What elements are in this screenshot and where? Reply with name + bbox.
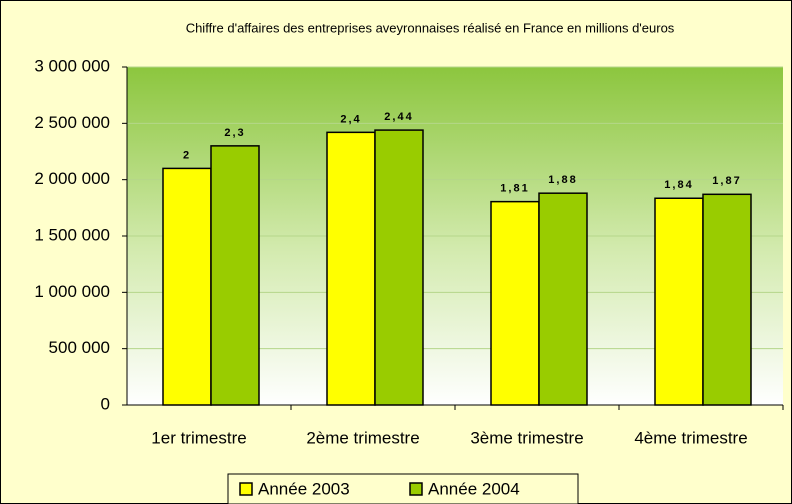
bar <box>654 197 704 406</box>
value-label: 2,4 <box>340 113 361 125</box>
value-label: 1,84 <box>664 179 693 191</box>
bar <box>210 145 260 406</box>
bar <box>326 131 376 406</box>
x-tick-label: 3ème trimestre <box>470 428 583 447</box>
chart-title: Chiffre d'affaires des entreprises aveyr… <box>186 20 675 35</box>
legend-label: Année 2004 <box>428 479 520 498</box>
y-tick-label: 2 500 000 <box>34 113 110 132</box>
bar <box>702 193 752 406</box>
bar <box>162 167 212 406</box>
y-tick-label: 1 000 000 <box>34 282 110 301</box>
bar <box>374 129 424 406</box>
bar <box>490 200 540 406</box>
value-label: 2,3 <box>224 127 245 139</box>
y-tick-label: 0 <box>101 394 110 413</box>
value-label: 1,88 <box>548 174 577 186</box>
x-tick-label: 2ème trimestre <box>306 428 419 447</box>
y-tick-label: 2 000 000 <box>34 169 110 188</box>
y-tick-label: 500 000 <box>49 338 110 357</box>
value-label: 2,44 <box>384 111 413 123</box>
y-tick-label: 1 500 000 <box>34 225 110 244</box>
x-tick-label: 1er trimestre <box>151 428 246 447</box>
legend-box <box>227 473 579 504</box>
legend-swatch <box>239 482 253 496</box>
x-tick-label: 4ème trimestre <box>634 428 747 447</box>
value-label: 1,81 <box>500 183 529 195</box>
value-label: 2 <box>183 149 191 161</box>
bar <box>538 192 588 406</box>
legend-swatch <box>409 482 423 496</box>
value-label: 1,87 <box>712 175 741 187</box>
y-tick-label: 3 000 000 <box>34 56 110 75</box>
legend-label: Année 2003 <box>258 479 350 498</box>
